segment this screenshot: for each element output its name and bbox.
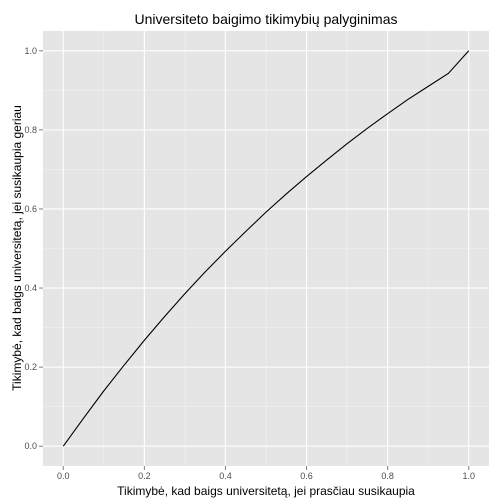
x-tick-label: 0.4 xyxy=(219,471,232,481)
x-tick-label: 0.8 xyxy=(381,471,394,481)
y-tick-label: 1.0 xyxy=(24,46,37,56)
y-tick-label: 0.4 xyxy=(24,283,37,293)
y-tick-label: 0.0 xyxy=(24,441,37,451)
x-tick-label: 0.0 xyxy=(57,471,70,481)
y-tick-label: 0.2 xyxy=(24,362,37,372)
x-tick-label: 0.6 xyxy=(300,471,313,481)
y-tick-label: 0.8 xyxy=(24,125,37,135)
x-axis-label: Tikimybė, kad baigs universitetą, jei pr… xyxy=(117,484,415,498)
x-tick-label: 1.0 xyxy=(462,471,475,481)
y-tick-label: 0.6 xyxy=(24,204,37,214)
chart-title: Universiteto baigimo tikimybių palyginim… xyxy=(135,11,398,27)
y-axis-label: Tikimybė, kad baigs universitetą, jei su… xyxy=(10,105,24,391)
x-tick-label: 0.2 xyxy=(138,471,151,481)
